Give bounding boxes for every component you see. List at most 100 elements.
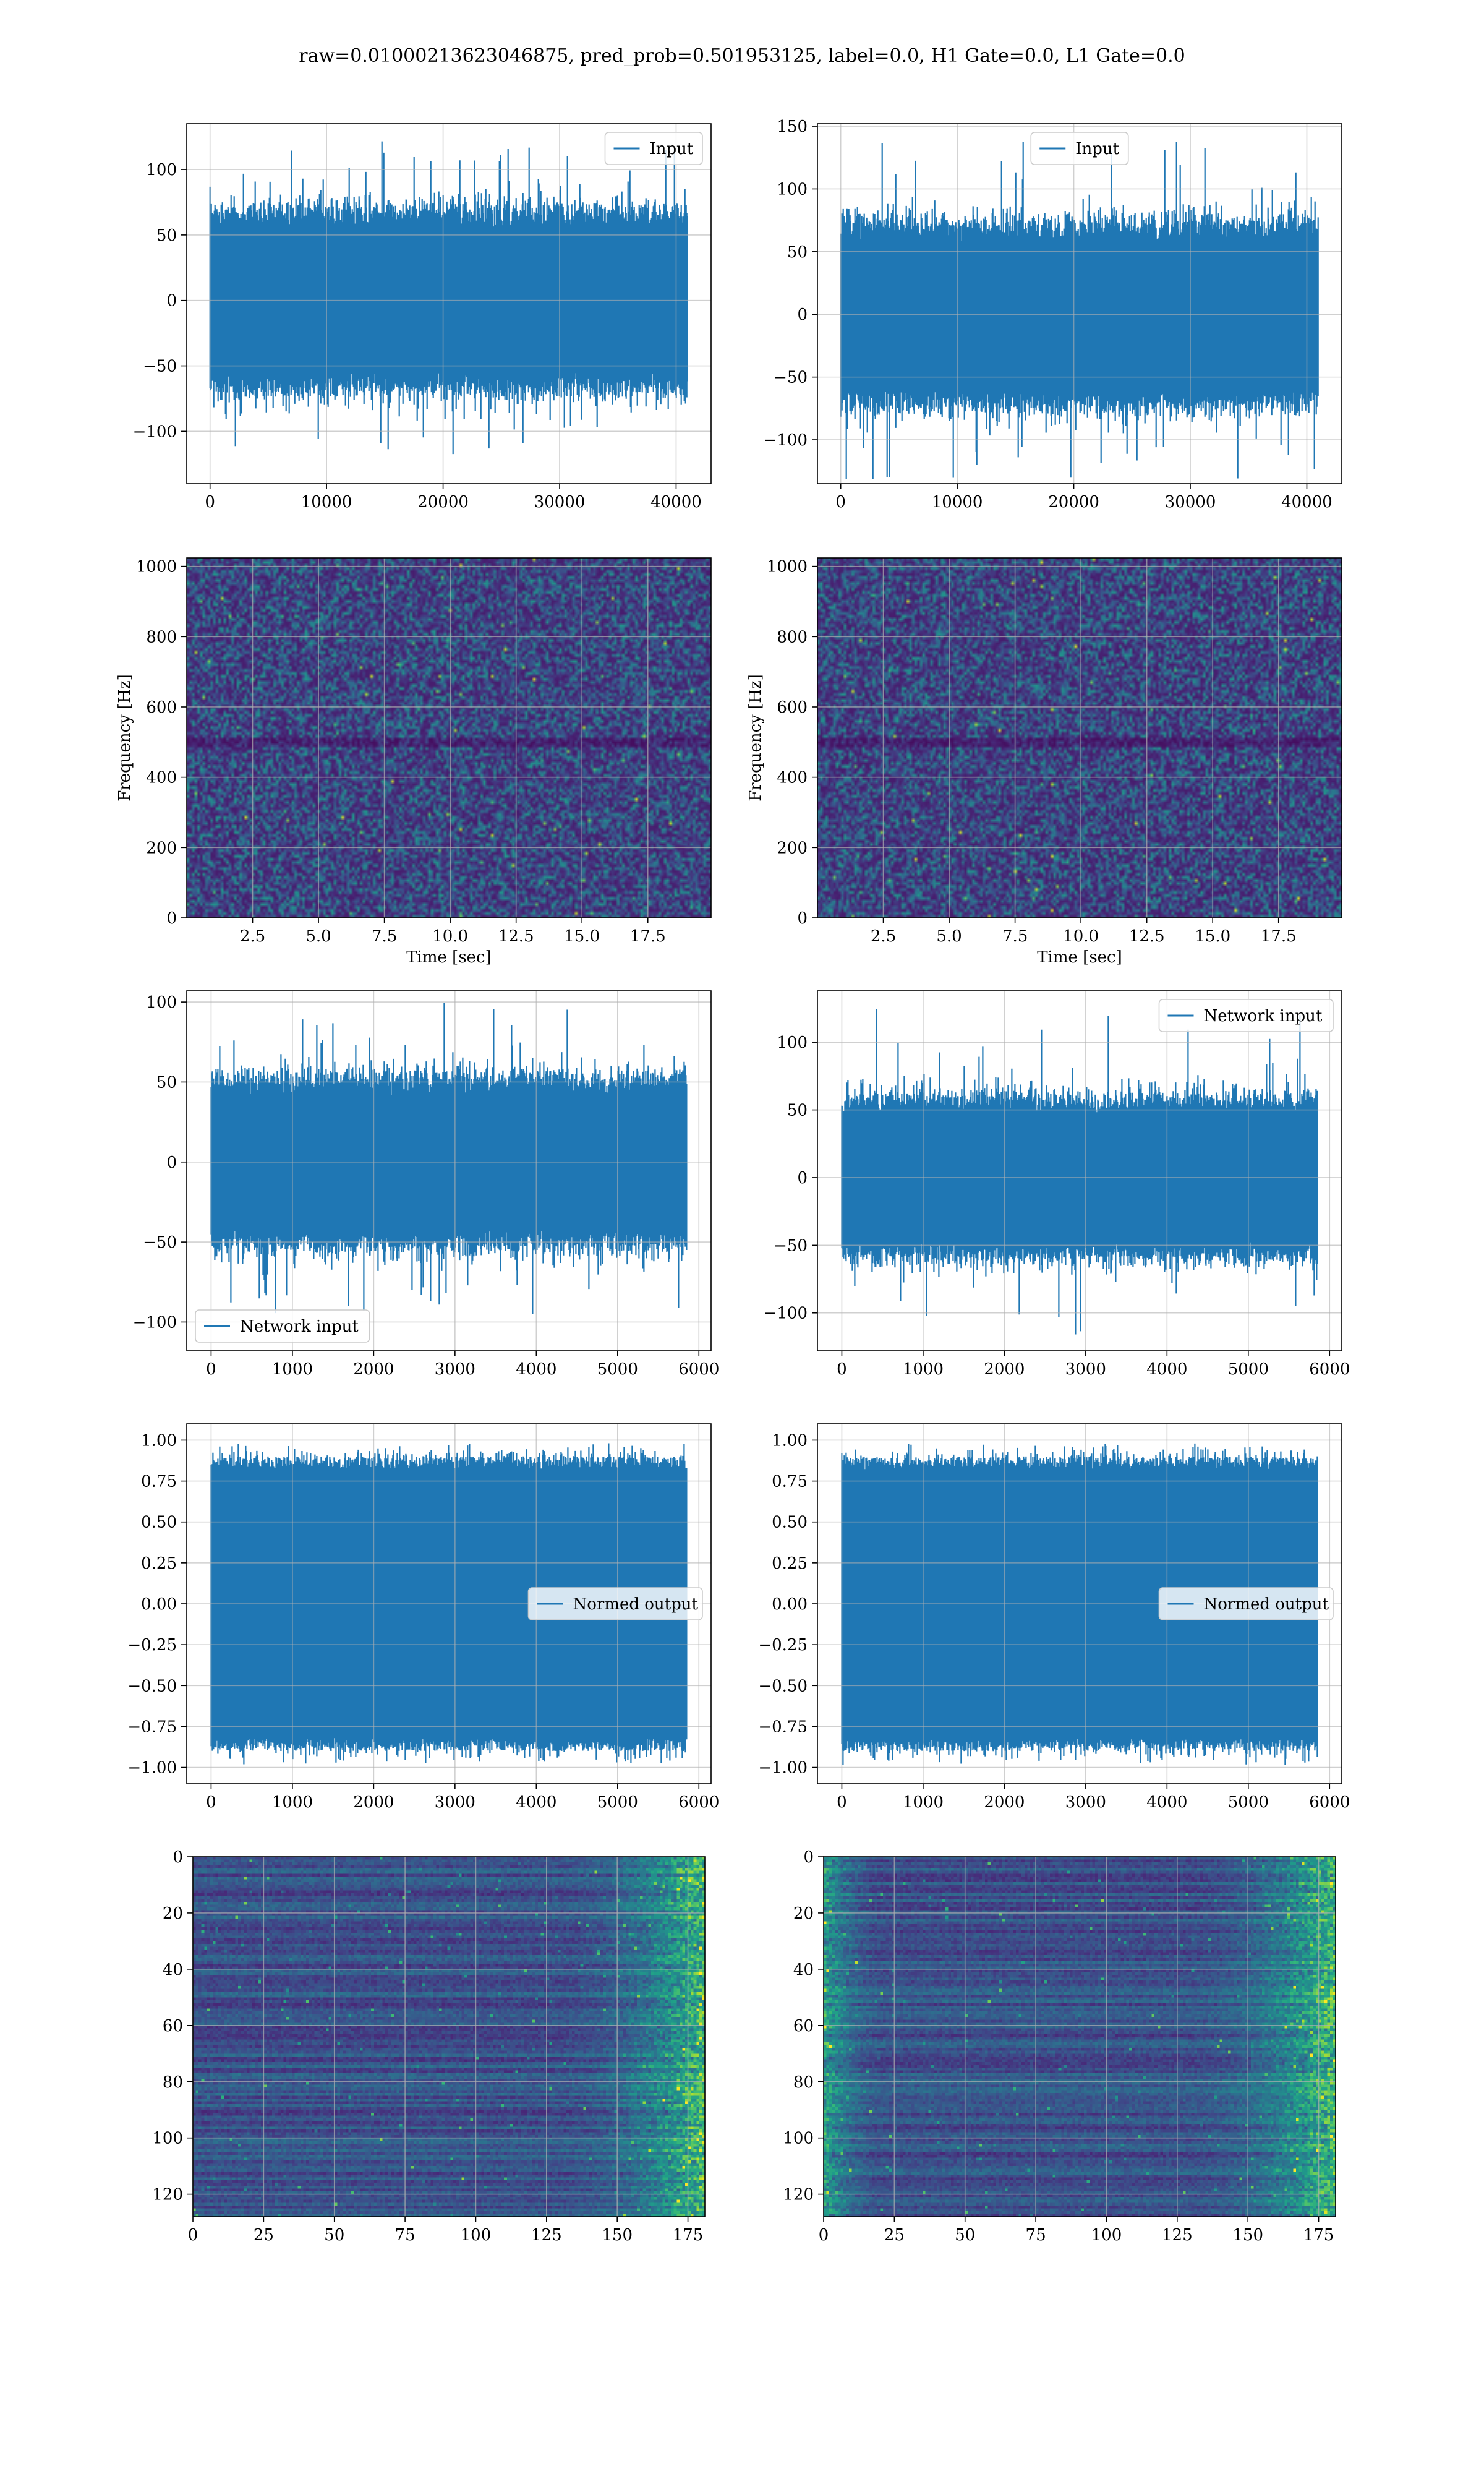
y-tick-label: 1.00 [141,1431,177,1450]
plot-area [824,1857,1336,2217]
legend: Network input [195,1309,370,1343]
y-tick-label: 0.75 [141,1473,177,1491]
y-tick-label: 0 [797,1169,808,1188]
y-tick-label: 400 [146,769,177,787]
y-tick-label: 40 [163,1961,183,1979]
x-tick-label: 4000 [1146,1793,1187,1812]
y-tick-label: −1.00 [758,1759,808,1778]
y-tick-label: −100 [764,431,808,450]
heatmap-image [824,1857,1336,2217]
heatmap-image [817,558,1342,918]
panel-row2-left: 2.5 5.0 7.5 10.0 12.5 15.0 17.5 0 200 400 600 800 10… [116,557,712,967]
series-line [209,141,688,455]
y-tick-label: −50 [143,1233,177,1252]
grid [823,1856,1336,2217]
x-tick-label: 4000 [516,1793,556,1812]
y-tick-label: 120 [783,2186,814,2204]
panel-row1-left: 0 10000 20000 30000 40000 −100 −50 0 50 100 Input [133,123,712,511]
x-tick-label: 3000 [435,1793,475,1812]
grid [817,991,1342,1351]
panels: 0 10000 20000 30000 40000−100−50050100Input0… [116,118,1350,2245]
x-tick-label: 6000 [1309,1360,1350,1379]
legend-box [195,1309,370,1343]
x-tick-label: 2.5 [871,927,896,946]
y-tick-label: 20 [163,1904,183,1923]
axes-frame [192,1856,706,2217]
y-tick-label: −100 [133,1313,177,1332]
y-tick-label: 1.00 [772,1431,808,1450]
panel-row3-left: 0 1000 2000 3000 4000 5000 6000 −100 −50 0 50 100 Ne… [133,990,719,1379]
x-tick-label: 0 [206,1360,216,1379]
heatmap-image [187,558,711,918]
x-tick-label: 15.0 [1195,927,1230,946]
x-tick-label: 25 [254,2226,274,2245]
x-tick-label: 1000 [272,1793,313,1812]
y-tick-label: −50 [774,369,808,387]
x-tick-label: 75 [1026,2226,1046,2245]
x-tick-label: 0 [206,1793,216,1812]
y-tick-label: 100 [146,161,177,179]
x-tick-label: 1000 [272,1360,313,1379]
series-line [841,1009,1318,1335]
x-tick-label: 17.5 [1261,927,1297,946]
x-tick-label: 150 [1232,2226,1263,2245]
x-tick-label: 7.5 [372,927,397,946]
y-tick-label: 50 [787,1102,808,1120]
legend-label: Normed output [1204,1595,1329,1614]
x-tick-label: 10000 [932,493,983,511]
y-tick-label: 20 [793,1904,814,1923]
y-tick-label: 0 [797,909,808,928]
plot-area [840,142,1319,479]
plot-area [187,558,711,918]
y-tick-label: −0.75 [758,1718,808,1736]
legend: Normed output [1158,1587,1334,1620]
x-tick-label: 6000 [1309,1793,1350,1812]
panel-row2-right: 2.5 5.0 7.5 10.0 12.5 15.0 17.5 0 200 400 600 800 10… [746,557,1342,967]
x-tick-label: 15.0 [564,927,600,946]
y-tick-label: 1000 [136,558,177,576]
plot-area [817,558,1342,918]
x-tick-label: 3000 [1065,1360,1106,1379]
axes-frame [186,123,712,484]
y-axis-label: Frequency [Hz] [746,674,765,802]
y-tick-label: 600 [146,698,177,717]
y-tick-label: −1.00 [127,1759,177,1778]
plot-area [210,1003,688,1314]
x-tick-label: 4000 [516,1360,556,1379]
x-tick-label: 5.0 [305,927,331,946]
x-tick-label: 5000 [597,1360,638,1379]
x-tick-label: 100 [1091,2226,1122,2245]
x-tick-label: 12.5 [1129,927,1165,946]
legend-label: Input [650,140,694,158]
plot-area [209,141,688,455]
x-tick-label: 0 [837,1793,847,1812]
x-tick-label: 20000 [417,493,469,511]
legend: Input [1030,132,1129,165]
y-tick-label: 0.75 [772,1473,808,1491]
x-tick-label: 6000 [678,1360,719,1379]
legend-box [1158,1587,1334,1620]
legend-box [527,1587,703,1620]
x-tick-label: 6000 [678,1793,719,1812]
y-tick-label: 800 [777,628,808,646]
x-tick-label: 100 [461,2226,492,2245]
y-tick-label: 80 [163,2073,183,2092]
x-tick-label: 2.5 [240,927,265,946]
x-tick-label: 3000 [1065,1793,1106,1812]
x-tick-label: 125 [531,2226,562,2245]
legend-box [604,132,703,165]
x-tick-label: 50 [324,2226,344,2245]
x-tick-label: 30000 [1165,493,1216,511]
legend-box [1158,999,1334,1032]
x-tick-label: 150 [602,2226,633,2245]
x-tick-label: 7.5 [1002,927,1028,946]
grid [817,124,1342,484]
y-tick-label: 200 [146,839,177,857]
grid [187,991,711,1351]
y-tick-label: 100 [152,2129,183,2148]
legend-label: Network input [1204,1007,1323,1025]
y-tick-label: −0.25 [758,1636,808,1654]
y-tick-label: 50 [156,226,177,245]
y-tick-label: 0 [166,292,177,310]
